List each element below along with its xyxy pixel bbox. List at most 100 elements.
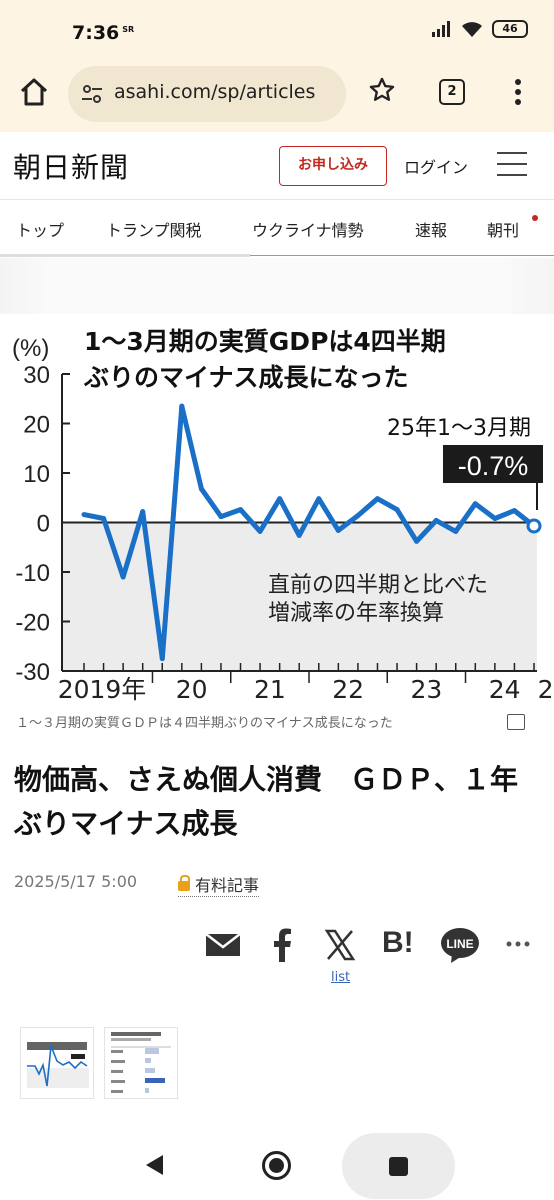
status-time: 7:36 SR <box>72 22 135 44</box>
negative-area <box>62 522 537 671</box>
hatena-bookmark-icon[interactable]: B! <box>382 926 414 959</box>
browser-toolbar: asahi.com/sp/articles 2 <box>0 56 554 132</box>
paid-article-label: 有料記事 <box>195 876 260 895</box>
gdp-data-point <box>511 508 517 514</box>
chart-note-line-2: 増減率の年率換算 <box>268 601 444 626</box>
lock-icon <box>178 875 190 891</box>
site-logo[interactable]: 朝日新聞 <box>13 151 130 184</box>
gdp-data-point <box>218 514 224 520</box>
annotation-value-box <box>443 445 543 483</box>
gdp-chart[interactable]: 30 20 10 0 -10 -20 -30 2019年 20 21 22 23 24 25 (%) 1… <box>0 314 554 706</box>
gdp-series-line <box>83 403 536 662</box>
nav-item-breaking[interactable]: 速報 <box>415 221 448 240</box>
home-icon[interactable] <box>18 76 50 108</box>
site-header: 朝日新聞 お申し込み ログイン <box>0 132 554 200</box>
gdp-data-point <box>159 656 165 662</box>
hamburger-menu-icon[interactable] <box>497 152 527 185</box>
gdp-data-point <box>257 528 263 534</box>
chart-title-line-2: ぶりのマイナス成長になった <box>83 363 409 392</box>
x-year-label: 21 <box>254 675 286 704</box>
home-button-icon[interactable] <box>262 1151 291 1180</box>
signal-icon <box>432 21 450 37</box>
line-icon-label: LINE <box>446 937 473 951</box>
gallery-thumbnail-2[interactable] <box>104 1027 178 1099</box>
gdp-data-point <box>238 507 244 513</box>
y-tick-label: 30 <box>23 362 50 389</box>
subscribe-button[interactable]: お申し込み <box>279 146 387 186</box>
gallery-thumbnail-1[interactable] <box>20 1027 94 1099</box>
nav-item-morning[interactable]: 朝刊 <box>487 221 520 240</box>
gdp-data-point <box>472 501 478 507</box>
gdp-data-point <box>179 403 185 409</box>
status-icons: 46 <box>432 20 528 38</box>
address-bar[interactable]: asahi.com/sp/articles <box>68 66 346 122</box>
gdp-data-point <box>120 574 126 580</box>
battery-icon: 46 <box>492 20 528 38</box>
y-tick-label: 20 <box>23 412 50 439</box>
image-gallery-icon[interactable] <box>507 714 525 730</box>
gdp-data-point <box>492 516 498 522</box>
paid-article-badge[interactable]: 有料記事 <box>178 872 260 897</box>
y-tick-label: -20 <box>15 610 50 637</box>
x-year-label: 20 <box>176 675 208 704</box>
more-share-icon[interactable] <box>506 940 530 948</box>
article-date: 2025/5/17 5:00 <box>14 872 138 891</box>
gdp-data-point <box>335 527 341 533</box>
nav-item-top[interactable]: トップ <box>16 221 65 240</box>
latest-point-marker <box>526 518 542 534</box>
gdp-data-point <box>81 512 87 518</box>
x-year-label: 25 <box>538 675 554 704</box>
annotation-value: -0.7% <box>458 451 529 481</box>
chart-caption: １〜３月期の実質ＧＤＰは４四半期ぶりのマイナス成長になった <box>16 716 393 731</box>
x-year-label: 22 <box>332 675 364 704</box>
recents-icon[interactable] <box>389 1157 408 1176</box>
url-text: asahi.com/sp/articles <box>114 81 316 103</box>
tab-switcher-button[interactable]: 2 <box>439 79 465 105</box>
thumbnail-chart-preview <box>21 1028 93 1098</box>
x-year-label: 24 <box>489 675 521 704</box>
line-icon[interactable]: LINE <box>440 926 480 964</box>
mail-icon[interactable] <box>204 926 242 964</box>
new-indicator-dot <box>532 215 538 221</box>
share-list-link[interactable]: list <box>331 970 351 985</box>
article-headline: 物価高、さえぬ個人消費 ＧＤＰ、１年ぶりマイナス成長 <box>14 763 519 840</box>
facebook-icon[interactable] <box>268 926 296 964</box>
gdp-data-point <box>374 496 380 502</box>
gdp-data-point <box>394 507 400 513</box>
gdp-data-point <box>277 496 283 502</box>
ad-space <box>0 258 554 314</box>
gdp-data-point <box>414 538 420 544</box>
y-tick-label: -10 <box>15 560 50 587</box>
gdp-data-point <box>101 516 107 522</box>
annotation-period: 25年1〜3月期 <box>387 416 531 441</box>
gdp-data-point <box>296 532 302 538</box>
gdp-data-point <box>198 486 204 492</box>
more-options-icon[interactable] <box>512 78 524 106</box>
x-twitter-icon[interactable] <box>324 926 356 964</box>
site-settings-icon[interactable] <box>80 82 104 106</box>
category-nav: トップ トランプ関税 ウクライナ情勢 速報 朝刊 <box>0 200 554 257</box>
chart-note-line-1: 直前の四半期と比べた <box>268 573 488 598</box>
gdp-data-point <box>433 518 439 524</box>
y-axis-unit: (%) <box>12 335 49 362</box>
x-year-label: 2019年 <box>58 675 147 704</box>
y-tick-label: -30 <box>15 659 50 686</box>
gdp-chart-svg: 30 20 10 0 -10 -20 -30 2019年 20 21 22 23 24 25 (%) 1… <box>0 314 554 706</box>
gdp-data-point <box>453 528 459 534</box>
y-tick-label: 10 <box>23 461 50 488</box>
nav-item-tariff[interactable]: トランプ関税 <box>106 221 202 240</box>
wifi-icon <box>462 22 482 37</box>
chart-title-line-1: 1〜3月期の実質GDPは4四半期 <box>84 327 446 356</box>
nav-item-ukraine[interactable]: ウクライナ情勢 <box>252 221 364 240</box>
back-icon[interactable] <box>146 1155 163 1175</box>
login-link[interactable]: ログイン <box>404 158 469 177</box>
gdp-data-point <box>140 509 146 515</box>
gdp-data-point <box>316 496 322 502</box>
thumbnail-table-preview <box>105 1028 177 1098</box>
y-tick-label: 0 <box>37 511 50 538</box>
x-year-label: 23 <box>410 675 442 704</box>
bookmark-star-icon[interactable] <box>368 76 396 104</box>
nav-active-underline <box>0 254 250 257</box>
carrier-badge: SR <box>122 24 135 34</box>
status-bar: 7:36 SR 46 <box>0 0 554 56</box>
